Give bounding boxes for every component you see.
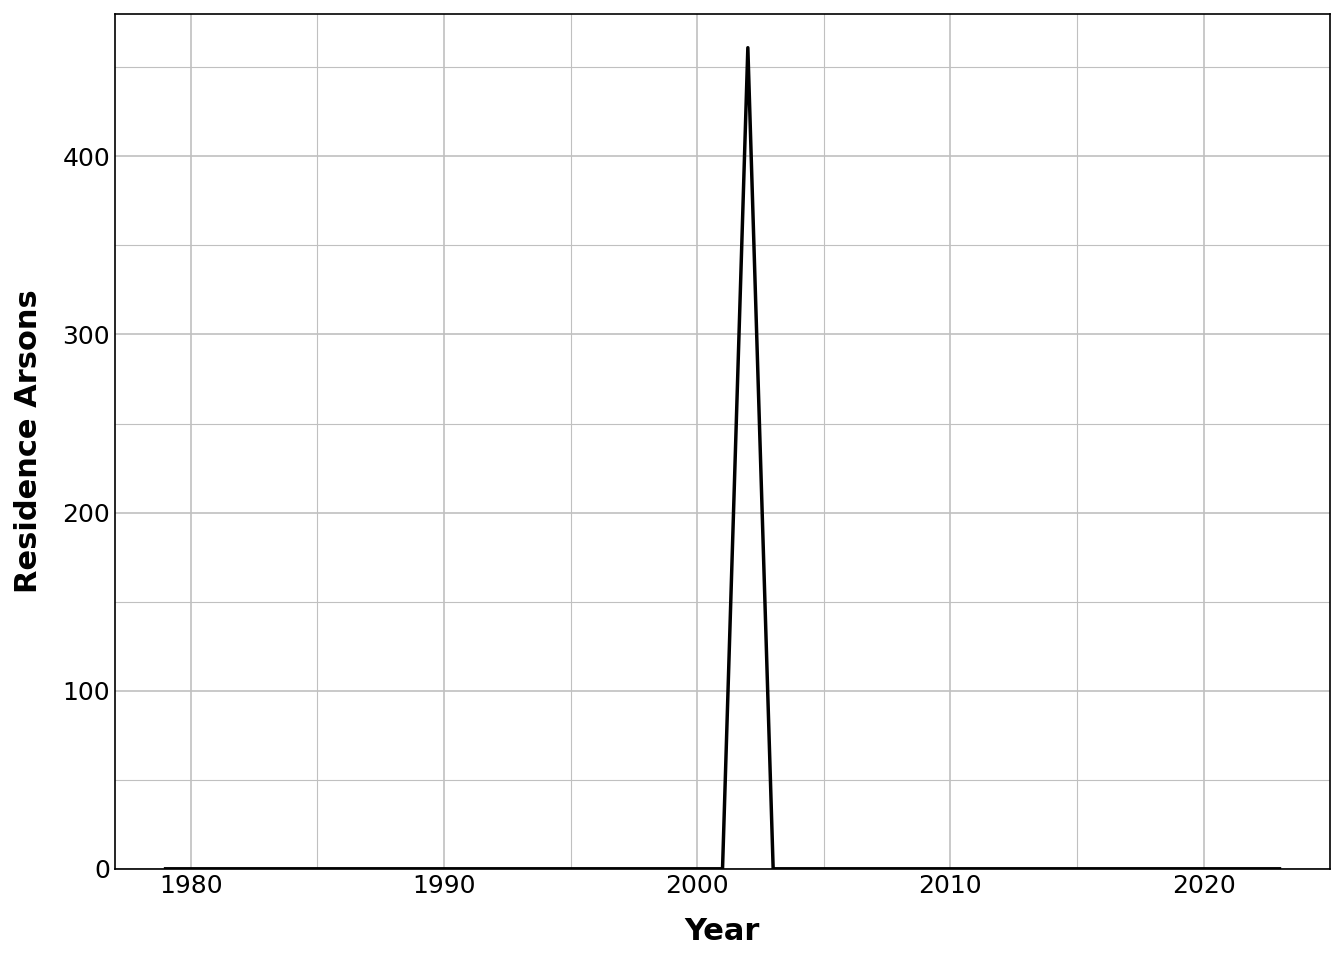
Y-axis label: Residence Arsons: Residence Arsons [13, 290, 43, 593]
X-axis label: Year: Year [685, 917, 761, 947]
